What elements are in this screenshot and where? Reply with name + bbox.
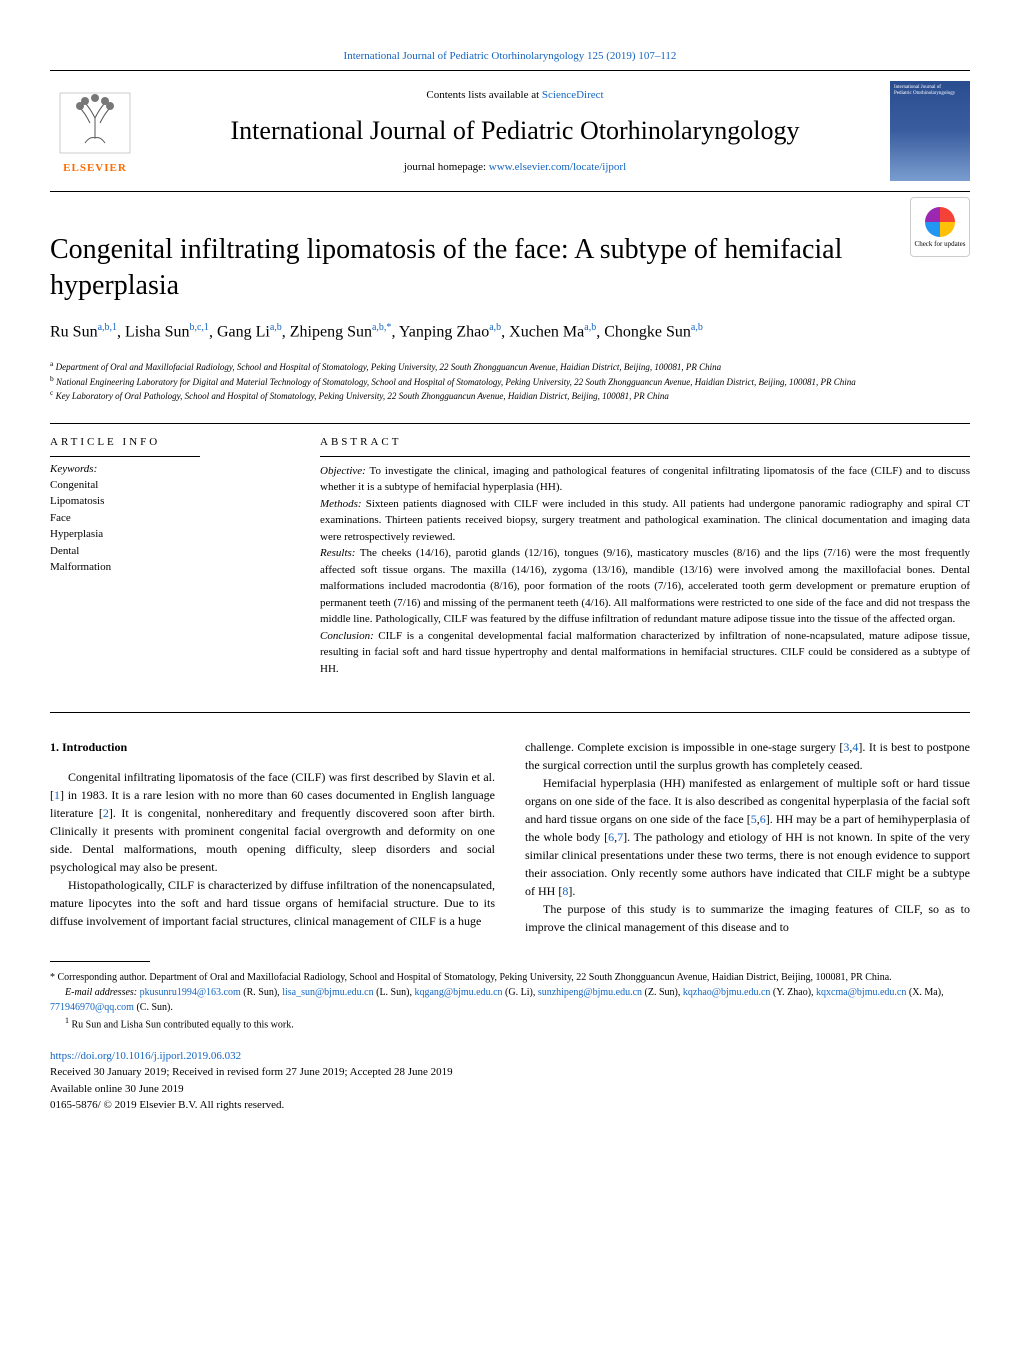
citation-link[interactable]: International Journal of Pediatric Otorh… [344, 50, 677, 62]
intro-p4: Hemifacial hyperplasia (HH) manifested a… [525, 774, 970, 900]
author-affil-link[interactable]: a,b [691, 322, 703, 333]
keyword: Lipomatosis [50, 493, 290, 510]
abstract-objective-label: Objective: [320, 465, 366, 477]
check-updates-label: Check for updates [915, 240, 966, 248]
crossmark-icon [925, 207, 955, 237]
author-name: Chongke Sun [604, 323, 691, 340]
email-link[interactable]: 771946970@qq.com [50, 1002, 134, 1013]
email-link[interactable]: kqgang@bjmu.edu.cn [414, 987, 502, 998]
keyword: Hyperplasia [50, 526, 290, 543]
abstract-results-label: Results: [320, 547, 355, 559]
citation-header: International Journal of Pediatric Otorh… [50, 50, 970, 62]
ref-link[interactable]: 6 [608, 830, 614, 844]
author-affil-link[interactable]: b,c,1 [189, 322, 208, 333]
email-link[interactable]: pkusunru1994@163.com [140, 987, 241, 998]
emails-label: E-mail addresses: [65, 987, 140, 998]
homepage-link[interactable]: www.elsevier.com/locate/ijporl [489, 161, 626, 173]
elsevier-tree-icon [55, 88, 135, 158]
email-link[interactable]: lisa_sun@bjmu.edu.cn [282, 987, 373, 998]
author-name: Lisha Sun [125, 323, 189, 340]
ref-link[interactable]: 3 [843, 740, 849, 754]
contents-prefix: Contents lists available at [426, 89, 541, 101]
available-date: Available online 30 June 2019 [50, 1081, 970, 1098]
abstract-methods-label: Methods: [320, 498, 362, 510]
abstract-heading: ABSTRACT [320, 436, 970, 448]
abstract-methods-text: Sixteen patients diagnosed with CILF wer… [320, 498, 970, 543]
elsevier-text: ELSEVIER [63, 162, 127, 174]
author-name: Ru Sun [50, 323, 98, 340]
email-link[interactable]: sunzhipeng@bjmu.edu.cn [538, 987, 642, 998]
doi-link[interactable]: https://doi.org/10.1016/j.ijporl.2019.06… [50, 1050, 241, 1062]
author-affil-link[interactable]: a,b,* [372, 322, 391, 333]
homepage-prefix: journal homepage: [404, 161, 489, 173]
keyword: Dental [50, 543, 290, 560]
keywords-list: Congenital Lipomatosis Face Hyperplasia … [50, 477, 290, 576]
cover-label: International Journal of Pediatric Otorh… [894, 85, 955, 97]
abstract-conclusion-label: Conclusion: [320, 630, 374, 642]
check-updates-badge[interactable]: Check for updates [910, 197, 970, 257]
received-dates: Received 30 January 2019; Received in re… [50, 1064, 970, 1081]
intro-p5: The purpose of this study is to summariz… [525, 900, 970, 936]
ref-link[interactable]: 5 [751, 812, 757, 826]
author-name: Zhipeng Sun [290, 323, 372, 340]
email-link[interactable]: kqxcma@bjmu.edu.cn [816, 987, 906, 998]
journal-title: International Journal of Pediatric Otorh… [160, 116, 870, 146]
article-title: Congenital infiltrating lipomatosis of t… [50, 232, 970, 305]
keyword: Congenital [50, 477, 290, 494]
corresponding-author: * Corresponding author. Department of Or… [50, 970, 970, 985]
author-affil-link[interactable]: a,b [270, 322, 282, 333]
abstract-conclusion-text: CILF is a congenital developmental facia… [320, 630, 970, 675]
copyright: 0165-5876/ © 2019 Elsevier B.V. All righ… [50, 1097, 970, 1114]
sciencedirect-link[interactable]: ScienceDirect [542, 89, 604, 101]
affiliation-b: National Engineering Laboratory for Digi… [56, 377, 856, 387]
intro-p3: challenge. Complete excision is impossib… [525, 738, 970, 774]
affiliations: a Department of Oral and Maxillofacial R… [50, 359, 970, 403]
keywords-label: Keywords: [50, 463, 290, 475]
author-name: Xuchen Ma [509, 323, 584, 340]
equal-contribution-note: Ru Sun and Lisha Sun contributed equally… [72, 1020, 294, 1031]
email-link[interactable]: kqzhao@bjmu.edu.cn [683, 987, 771, 998]
keyword: Face [50, 510, 290, 527]
intro-p1: Congenital infiltrating lipomatosis of t… [50, 768, 495, 876]
author-name: Yanping Zhao [399, 323, 489, 340]
abstract-results-text: The cheeks (14/16), parotid glands (12/1… [320, 547, 970, 625]
journal-cover-thumbnail: International Journal of Pediatric Otorh… [890, 81, 970, 181]
author-affil-link[interactable]: a,b,1 [98, 322, 117, 333]
authors-list: Ru Suna,b,1, Lisha Sunb,c,1, Gang Lia,b,… [50, 320, 970, 344]
abstract-objective-text: To investigate the clinical, imaging and… [320, 465, 970, 494]
journal-homepage: journal homepage: www.elsevier.com/locat… [160, 161, 870, 173]
journal-header-bar: ELSEVIER Contents lists available at Sci… [50, 70, 970, 192]
footer-notes: * Corresponding author. Department of Or… [50, 970, 970, 1032]
article-info-heading: ARTICLE INFO [50, 436, 290, 448]
keyword: Malformation [50, 559, 290, 576]
affiliation-c: Key Laboratory of Oral Pathology, School… [56, 391, 669, 401]
author-affil-link[interactable]: a,b [489, 322, 501, 333]
author-affil-link[interactable]: a,b [584, 322, 596, 333]
elsevier-logo: ELSEVIER [50, 81, 140, 181]
contents-link-line: Contents lists available at ScienceDirec… [160, 89, 870, 101]
doi-section: https://doi.org/10.1016/j.ijporl.2019.06… [50, 1048, 970, 1114]
intro-p2: Histopathologically, CILF is characteriz… [50, 876, 495, 930]
author-name: Gang Li [217, 323, 270, 340]
affiliation-a: Department of Oral and Maxillofacial Rad… [56, 362, 722, 372]
abstract-body: Objective: To investigate the clinical, … [320, 463, 970, 678]
section-heading-intro: 1. Introduction [50, 738, 495, 756]
